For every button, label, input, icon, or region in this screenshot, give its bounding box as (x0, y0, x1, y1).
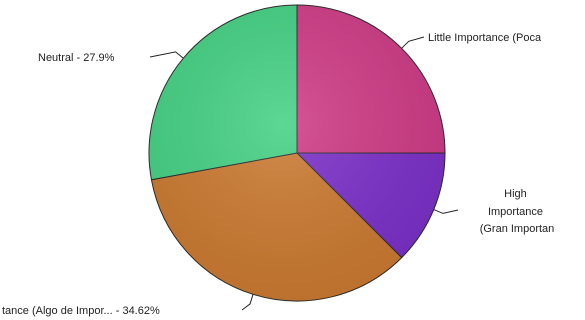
leader-line-little (401, 36, 425, 49)
slice-label-neutral: Neutral - 27.9% (38, 52, 115, 64)
slice-label-little: Little Importance (Poca (428, 32, 542, 44)
slice-label-high: High Importance (Gran Importan (480, 188, 555, 235)
pie-slice-neutral[interactable] (148, 4, 298, 181)
slice-label-some: tance (Algo de Impor... - 34.62% (2, 305, 160, 317)
pie-slice-little[interactable] (296, 4, 446, 154)
leader-line-some (241, 294, 254, 311)
leader-line-high (433, 209, 459, 214)
leader-line-neutral (149, 51, 184, 59)
